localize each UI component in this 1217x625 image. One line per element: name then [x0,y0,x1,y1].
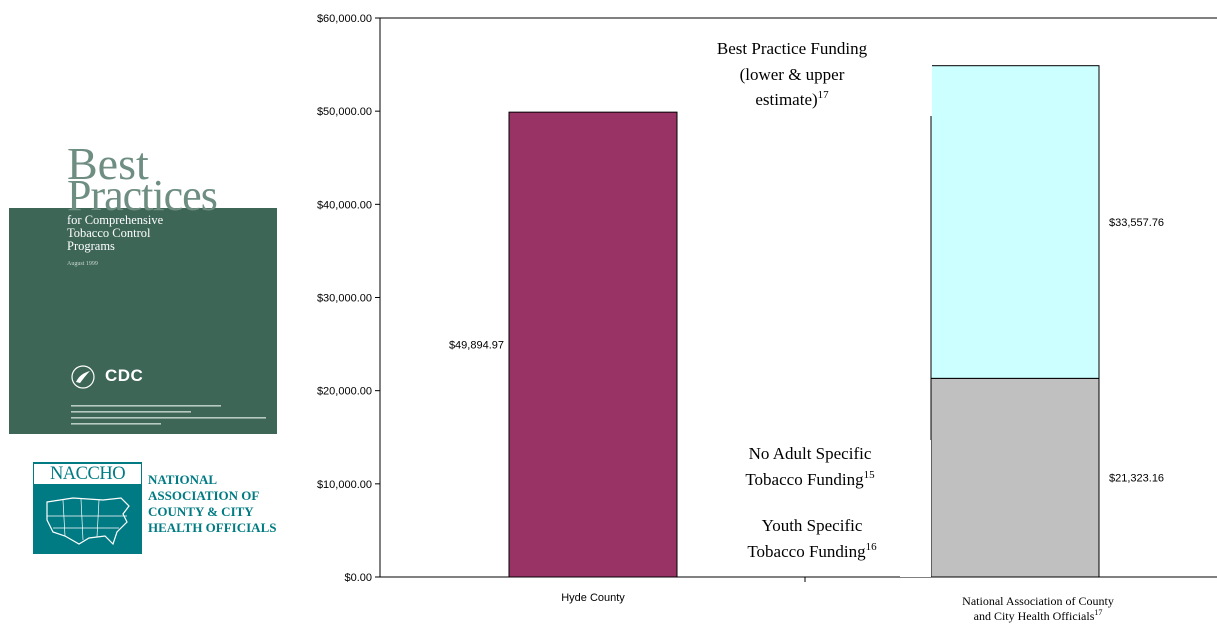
annotation-text: Tobacco Funding16 [747,541,877,561]
cover-title-practices: Practices [67,171,218,220]
bar-1 [930,377,1100,578]
x-tick-label: Hyde County [561,592,625,604]
y-tick-label: $20,000.00 [317,386,372,398]
x-axis-ticks: Hyde County National Association of Count… [561,577,1114,623]
annotation-text: Youth Specific [762,516,863,535]
cdc-logo: CDC [105,366,144,385]
bar-value-label: $21,323.16 [1109,473,1164,485]
cover-green-band [9,208,277,434]
annotation-text: No Adult Specific [749,444,872,463]
y-tick-label: $10,000.00 [317,479,372,491]
annotations: Best Practice Funding (lower & upper estim… [717,39,877,561]
cover-subtitle: for Comprehensive Tobacco Control Progra… [67,213,164,253]
bars-group [508,48,1100,578]
cover-fine-print [71,405,266,425]
y-tick-label: $40,000.00 [317,199,372,211]
bar-0 [508,111,678,578]
cover-title-best: Best [67,138,149,189]
hhs-eagle-icon [71,365,95,389]
y-tick-label: $0.00 [344,572,372,584]
bar-value-label: $33,557.76 [1109,217,1164,229]
annotation-text: Best Practice Funding [717,39,868,58]
y-tick-label: $60,000.00 [317,13,372,25]
us-map-icon [46,497,130,546]
annotation-text: Tobacco Funding15 [745,469,875,489]
naccho-logo: NACCHO [33,462,142,554]
annotation-mask [900,440,931,577]
bar-value-label: $49,894.97 [449,340,504,352]
x-tick-label: National Association of County [962,594,1114,608]
value-labels: $49,894.97 $21,323.16 $33,557.76 [449,217,1164,485]
annotation-mask [920,48,932,116]
naccho-wordmark: NACCHO [33,463,142,485]
y-tick-label: $50,000.00 [317,106,372,118]
y-axis-ticks: $0.00 $10,000.00 $20,000.00 $30,000.00 $40,0… [317,13,380,584]
naccho-name: NATIONAL ASSOCIATION OF COUNTY & CITY HE… [148,472,277,535]
annotation-text: estimate)17 [755,89,829,109]
x-tick-label: and City Health Officials17 [974,608,1103,623]
bar-2 [930,65,1100,379]
best-practices-cover: Best Practices for Comprehensive Tobacco… [9,18,277,434]
y-tick-label: $30,000.00 [317,293,372,305]
cover-date: August 1999 [67,261,98,267]
annotation-text: (lower & upper [740,65,845,84]
